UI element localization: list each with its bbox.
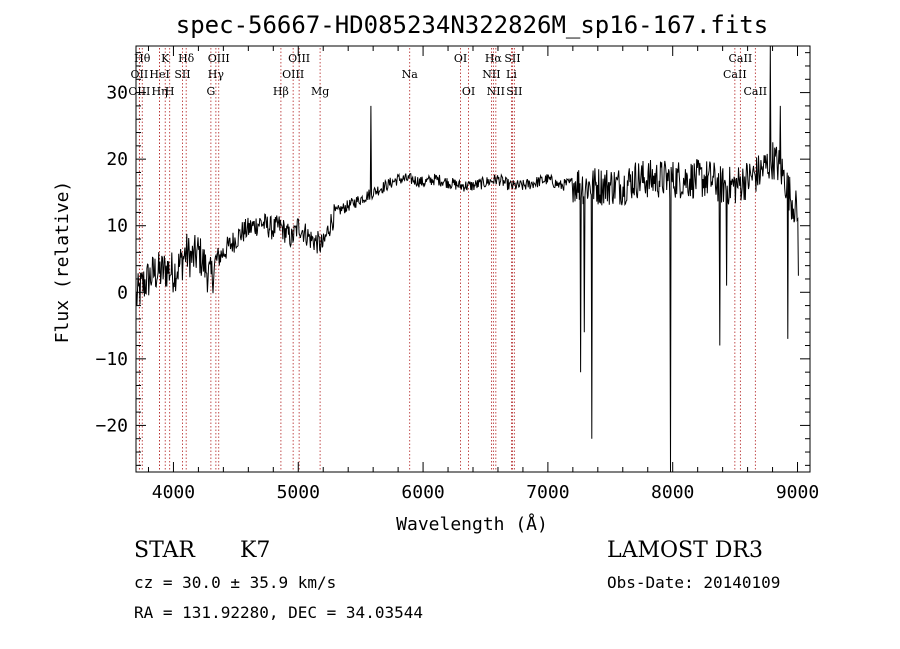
line-marker-label: HeI bbox=[149, 68, 169, 81]
x-axis-label: Wavelength (Å) bbox=[396, 513, 548, 535]
y-tick-label: −10 bbox=[95, 349, 128, 370]
observation-date: Obs-Date: 20140109 bbox=[607, 573, 781, 592]
line-marker-label: CaII bbox=[723, 68, 747, 81]
survey-name: LAMOST DR3 bbox=[607, 538, 763, 563]
line-marker-label: Hγ bbox=[208, 68, 225, 81]
line-marker-label: H bbox=[165, 85, 175, 98]
line-marker-label: SII bbox=[506, 85, 522, 98]
y-tick-label: 20 bbox=[106, 149, 128, 170]
x-axis-ticks: 4000 5000 6000 7000 8000 9000 bbox=[147, 46, 819, 503]
x-tick-label: 6000 bbox=[401, 482, 444, 503]
spectral-subclass: K7 bbox=[240, 538, 271, 563]
line-marker-label: NII bbox=[487, 85, 505, 98]
object-class: STAR bbox=[134, 538, 195, 563]
line-marker-label: G bbox=[206, 85, 215, 98]
line-marker-label: Na bbox=[402, 68, 419, 81]
line-marker-label: Mg bbox=[311, 85, 329, 98]
line-marker-label: Hα bbox=[485, 52, 503, 65]
x-tick-label: 5000 bbox=[277, 482, 320, 503]
line-marker-label: SII bbox=[174, 68, 190, 81]
y-axis-ticks: −20 −10 0 10 20 30 bbox=[95, 52, 810, 466]
line-marker-label: NII bbox=[482, 68, 500, 81]
line-marker-label: CaII bbox=[743, 85, 767, 98]
line-marker-label: OIII bbox=[208, 52, 230, 65]
line-markers bbox=[138, 48, 756, 472]
y-tick-label: −20 bbox=[95, 415, 128, 436]
line-marker-label: Hθ bbox=[134, 52, 151, 65]
line-marker-label: OI bbox=[454, 52, 467, 65]
x-tick-label: 8000 bbox=[651, 482, 694, 503]
y-tick-label: 0 bbox=[117, 282, 128, 303]
line-marker-label: K bbox=[161, 52, 170, 65]
x-tick-label: 4000 bbox=[152, 482, 195, 503]
y-tick-label: 30 bbox=[106, 83, 128, 104]
line-marker-label: OIII bbox=[282, 68, 304, 81]
x-tick-label: 7000 bbox=[526, 482, 569, 503]
line-marker-label: OIII bbox=[128, 85, 150, 98]
y-axis-label: Flux (relative) bbox=[52, 181, 73, 344]
sky-coordinates: RA = 131.92280, DEC = 34.03544 bbox=[134, 603, 423, 622]
x-tick-label: 9000 bbox=[776, 482, 819, 503]
line-marker-label: CaII bbox=[729, 52, 753, 65]
line-marker-label: Hη bbox=[151, 85, 167, 98]
line-marker-label: OI bbox=[462, 85, 475, 98]
line-marker-label: OIII bbox=[288, 52, 310, 65]
plot-frame bbox=[135, 45, 811, 473]
line-marker-label: Hβ bbox=[273, 85, 289, 98]
redshift-velocity: cz = 30.0 ± 35.9 km/s bbox=[134, 573, 337, 592]
y-tick-label: 10 bbox=[106, 216, 128, 237]
chart-title: spec-56667-HD085234N322826M_sp16-167.fit… bbox=[176, 11, 768, 39]
line-marker-label: SII bbox=[504, 52, 520, 65]
spectrum-line bbox=[135, 45, 799, 473]
line-marker-label: Hδ bbox=[178, 52, 195, 65]
line-marker-label: Li bbox=[506, 68, 517, 81]
line-marker-label: OII bbox=[131, 68, 149, 81]
